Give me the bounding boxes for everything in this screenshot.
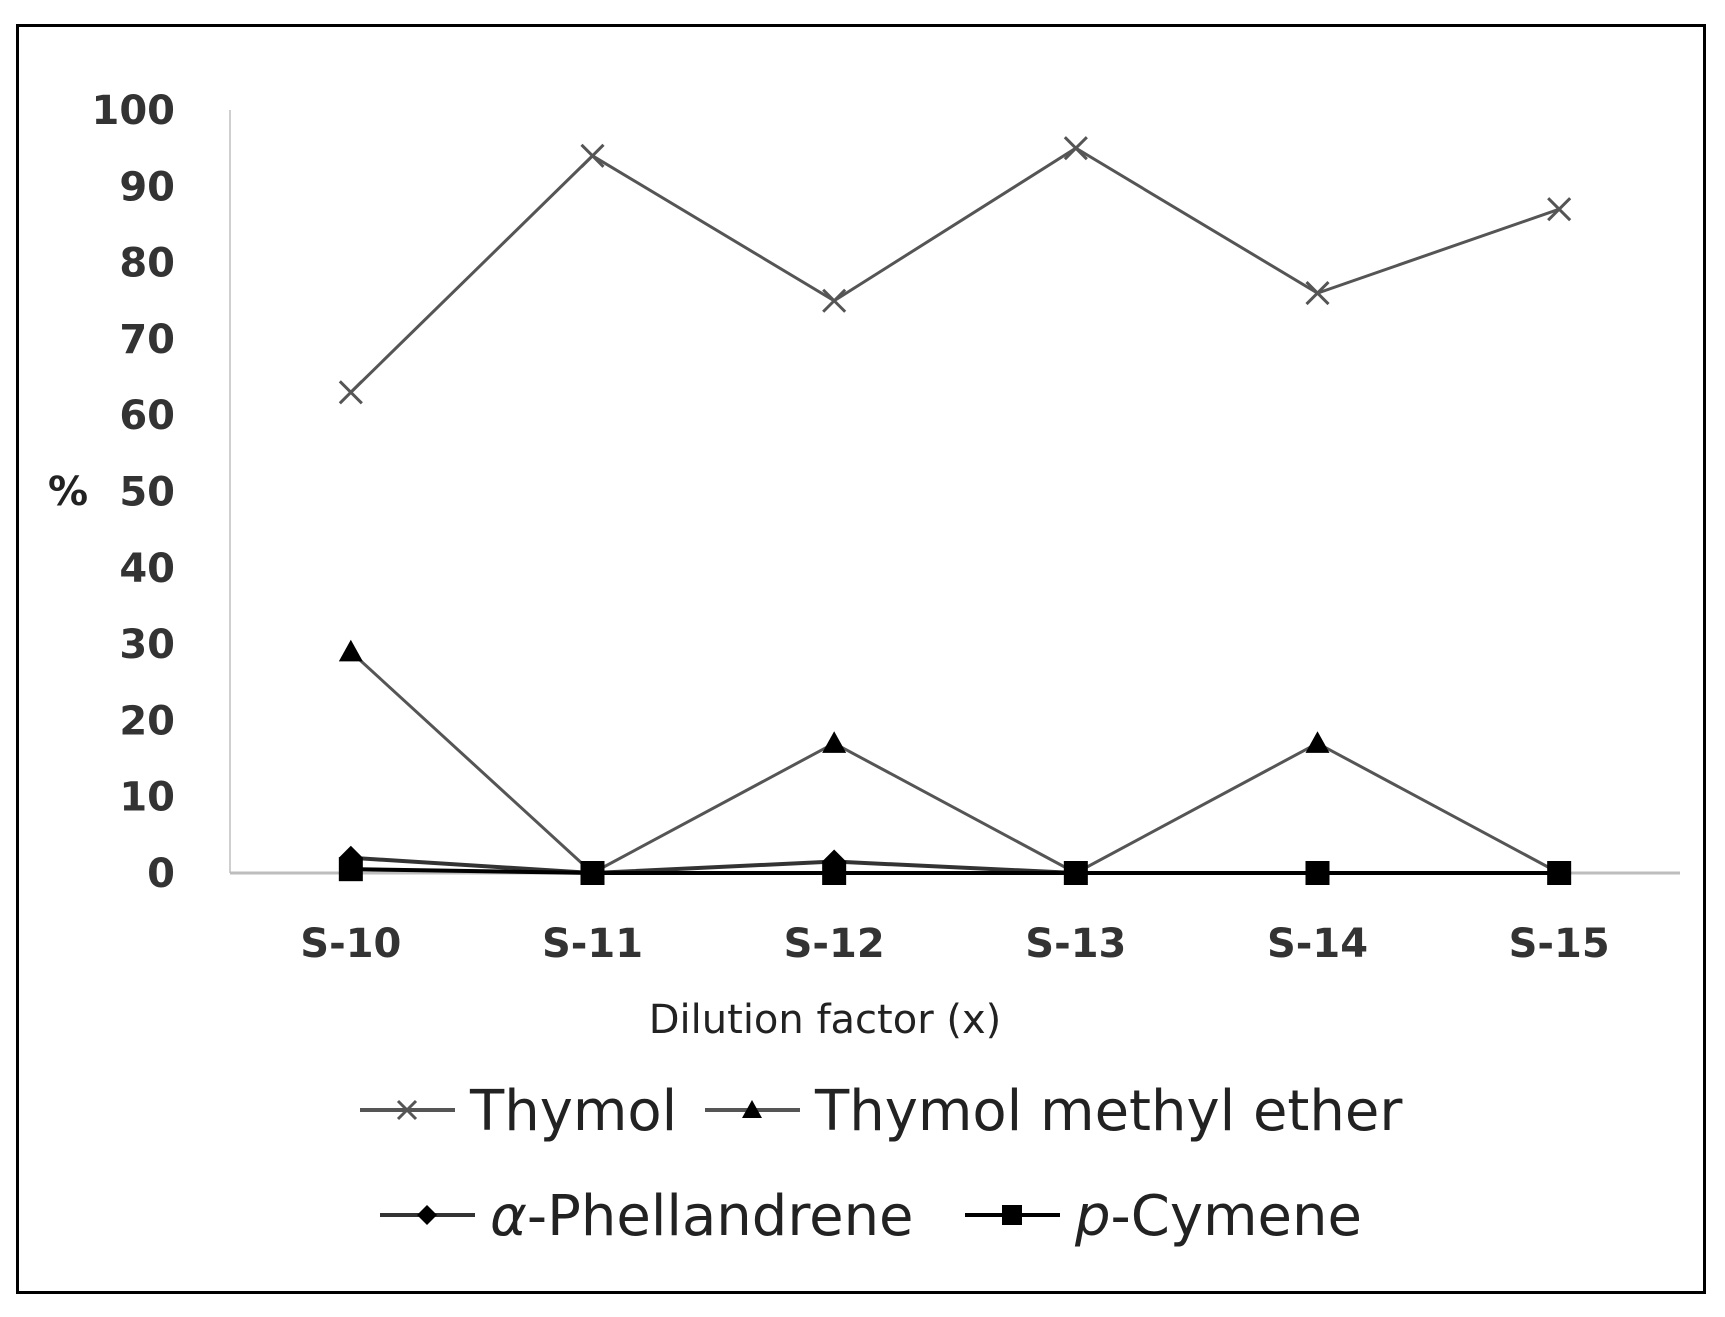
data-point: [338, 380, 363, 405]
data-point: [580, 143, 605, 168]
legend-label: α-Phellandrene: [490, 1184, 914, 1249]
y-tick-label: 30: [119, 622, 175, 668]
data-point: [1547, 861, 1572, 885]
data-point: [338, 639, 363, 662]
series-line-2: [349, 650, 1560, 875]
legend: Thymol Thymol methyl ether α-Phellandrene p…: [360, 1079, 1403, 1249]
y-tick-label: 70: [119, 317, 175, 363]
y-tick-label: 100: [92, 88, 176, 134]
x-tick-label: S-13: [1025, 921, 1126, 967]
x-tick-label: S-15: [1509, 921, 1610, 967]
legend-label-prefix: p: [1074, 1184, 1111, 1249]
legend-item: p-Cymene: [965, 1184, 1362, 1249]
legend-label-prefix: α: [490, 1184, 527, 1249]
series-line-4: [350, 867, 1560, 875]
y-tick-label: 80: [119, 241, 175, 287]
x-tick-label: S-11: [542, 921, 643, 967]
y-axis-title: %: [48, 469, 88, 515]
series-line-1: [349, 146, 1560, 394]
data-point: [822, 861, 847, 885]
data-point: [1305, 281, 1330, 306]
chart-frame: [16, 24, 1706, 1294]
data-point: [338, 857, 363, 882]
y-tick-label: 0: [147, 851, 175, 897]
y-tick-label: 40: [119, 546, 175, 592]
data-point: [1063, 136, 1088, 161]
data-point: [1547, 197, 1572, 222]
legend-label: Thymol: [469, 1079, 677, 1144]
legend-item: Thymol: [360, 1079, 677, 1144]
x-tick-label: S-12: [784, 921, 885, 967]
y-tick-label: 20: [119, 698, 175, 744]
y-tick-label: 60: [119, 393, 175, 439]
legend-label-suffix: -Phellandrene: [527, 1184, 914, 1249]
legend-marker: [396, 1099, 418, 1121]
y-tick-label: 10: [119, 775, 175, 821]
y-tick-label: 90: [119, 164, 175, 210]
legend-marker: [417, 1205, 437, 1225]
x-tick-label: S-10: [300, 921, 401, 967]
legend-label: Thymol methyl ether: [814, 1079, 1403, 1144]
legend-item: α-Phellandrene: [380, 1184, 914, 1249]
legend-marker: [1002, 1205, 1022, 1225]
legend-item: Thymol methyl ether: [705, 1079, 1403, 1144]
legend-label: p-Cymene: [1074, 1184, 1362, 1249]
x-axis-title: Dilution factor (x): [649, 997, 1002, 1043]
data-point: [1305, 731, 1330, 753]
data-point: [580, 861, 605, 885]
x-tick-label: S-14: [1267, 921, 1368, 967]
data-point: [822, 288, 847, 313]
data-point: [822, 731, 847, 753]
data-point: [1305, 861, 1330, 885]
y-tick-label: 50: [119, 470, 175, 516]
data-point: [1063, 861, 1088, 885]
legend-marker: [742, 1100, 762, 1118]
legend-label-suffix: -Cymene: [1111, 1184, 1362, 1249]
